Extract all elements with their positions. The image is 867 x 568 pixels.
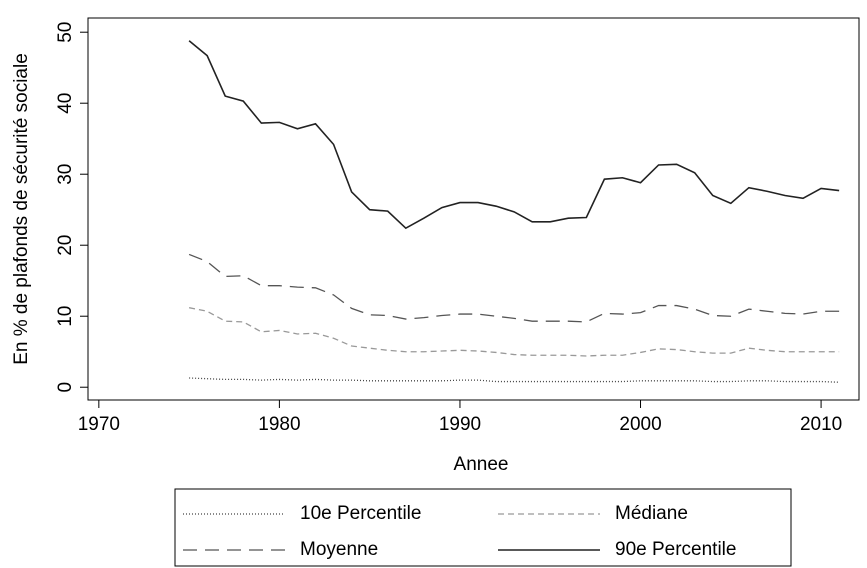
x-axis-label: Annee: [454, 454, 509, 475]
legend-label: 10e Percentile: [300, 503, 421, 524]
legend-frame: [174, 488, 792, 567]
y-tick-label: 10: [55, 306, 76, 327]
y-tick-label: 30: [55, 164, 76, 185]
y-tick-label: 20: [55, 235, 76, 256]
legend-label: Moyenne: [300, 539, 378, 560]
legend-label: 90e Percentile: [615, 539, 736, 560]
x-tick-label: 2000: [619, 414, 661, 435]
series-line: [188, 253, 840, 323]
x-tick-label: 2010: [800, 414, 842, 435]
series-line: [188, 40, 840, 230]
y-tick-label: 40: [55, 93, 76, 114]
y-tick-label: 0: [55, 382, 76, 393]
x-tick-label: 1970: [78, 414, 120, 435]
series-line: [189, 377, 840, 383]
y-tick-label: 50: [55, 22, 76, 43]
plot-frame: [87, 17, 860, 401]
x-tick-label: 1980: [258, 414, 300, 435]
x-tick-label: 1990: [439, 414, 481, 435]
y-axis-label: En % de plafonds de sécurité sociale: [11, 53, 32, 365]
legend-label: Médiane: [615, 503, 688, 524]
series-line: [188, 307, 840, 357]
